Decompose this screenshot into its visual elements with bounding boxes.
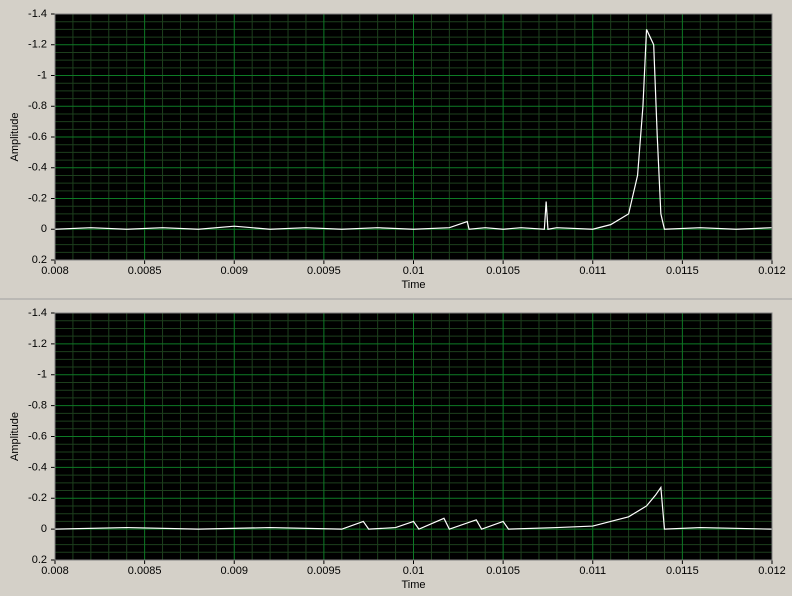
y-tick-label: 0: [41, 523, 47, 535]
y-tick-label: 0: [41, 223, 47, 235]
x-tick-label: 0.011: [579, 565, 606, 577]
x-tick-label: 0.0105: [486, 565, 520, 577]
plot-border: [54, 13, 773, 261]
x-tick-label: 0.009: [220, 265, 248, 277]
x-tick-label: 0.008: [41, 265, 69, 277]
waveform: [54, 29, 773, 230]
y-tick-label: -1.4: [28, 307, 47, 319]
y-tick-label: -0.6: [28, 131, 47, 143]
y-tick-label: -0.8: [28, 100, 47, 112]
y-tick-label: -0.4: [28, 162, 47, 174]
y-tick-label: -0.8: [28, 400, 47, 412]
x-tick-label: 0.009: [220, 565, 248, 577]
x-tick-label: 0.012: [758, 265, 786, 277]
y-tick-label: -0.2: [28, 492, 47, 504]
y-tick-label: -1.2: [28, 338, 47, 350]
x-tick-label: 0.0095: [307, 265, 341, 277]
y-axis-label: Amplitude: [9, 412, 21, 461]
x-tick-label: 0.0115: [666, 265, 699, 277]
x-tick-label: 0.0085: [128, 265, 162, 277]
y-tick-label: -0.4: [28, 461, 47, 473]
plot-border: [54, 312, 773, 561]
y-tick-label: -1.4: [28, 8, 47, 20]
y-tick-label: -0.6: [28, 430, 47, 442]
y-axis-label: Amplitude: [9, 113, 21, 162]
x-axis-label: Time: [401, 279, 425, 291]
y-tick-label: -1: [37, 369, 47, 381]
x-tick-label: 0.0095: [307, 565, 341, 577]
x-tick-label: 0.0115: [666, 565, 699, 577]
x-tick-label: 0.012: [758, 565, 786, 577]
x-tick-label: 0.008: [41, 565, 69, 577]
x-tick-label: 0.0085: [128, 565, 162, 577]
x-tick-label: 0.011: [579, 265, 606, 277]
waveform: [54, 485, 773, 530]
y-tick-label: -0.2: [28, 192, 47, 204]
y-tick-label: 0.2: [32, 554, 47, 566]
x-tick-label: 0.01: [403, 565, 424, 577]
x-tick-label: 0.0105: [486, 265, 520, 277]
y-tick-label: 0.2: [32, 254, 47, 266]
x-axis-label: Time: [401, 579, 425, 591]
y-tick-label: -1.2: [28, 39, 47, 51]
x-tick-label: 0.01: [403, 265, 424, 277]
y-tick-label: -1: [37, 69, 47, 81]
